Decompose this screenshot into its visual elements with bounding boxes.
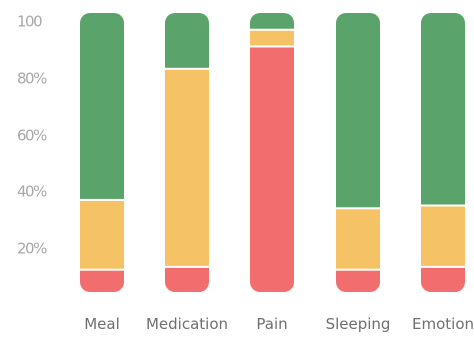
- segment-divider: [165, 67, 209, 70]
- bar-segment-emotion-0: [421, 266, 465, 292]
- segment-divider: [421, 265, 465, 268]
- y-axis: 100 80% 60% 40% 20%: [17, 13, 49, 258]
- x-tick-label-sleeping: Sleeping: [326, 315, 391, 333]
- bar-medication: [165, 13, 209, 292]
- x-axis: Meal Medication Pain Sleeping Emotion: [84, 315, 474, 333]
- bar-segment-emotion-1: [421, 205, 465, 267]
- bar-segment-sleeping-0: [336, 269, 380, 292]
- bar-segment-medication-0: [165, 266, 209, 292]
- x-tick-label-emotion: Emotion: [412, 315, 474, 333]
- x-tick-label-medication: Medication: [146, 315, 228, 333]
- bar-emotion: [421, 13, 465, 292]
- bars: [80, 13, 465, 292]
- bar-segment-meal-1: [80, 199, 124, 270]
- bar-segment-medication-1: [165, 68, 209, 267]
- y-tick-label: 100: [17, 13, 42, 31]
- segment-divider: [336, 207, 380, 210]
- bar-sleeping: [336, 13, 380, 292]
- y-tick-label: 60%: [17, 127, 47, 145]
- bar-segment-sleeping-1: [336, 208, 380, 270]
- segment-divider: [421, 204, 465, 207]
- segment-divider: [250, 45, 294, 48]
- bar-segment-meal-2: [80, 13, 124, 200]
- bar-segment-pain-1: [250, 29, 294, 47]
- segment-divider: [165, 265, 209, 268]
- x-tick-label-pain: Pain: [256, 315, 287, 333]
- segment-divider: [80, 268, 124, 271]
- bar-segment-pain-0: [250, 46, 294, 292]
- bar-segment-sleeping-2: [336, 13, 380, 209]
- bar-segment-pain-2: [250, 13, 294, 30]
- segment-divider: [80, 198, 124, 201]
- bar-segment-emotion-2: [421, 13, 465, 206]
- y-tick-label: 20%: [17, 240, 47, 258]
- segment-divider: [250, 28, 294, 31]
- bar-segment-medication-2: [165, 13, 209, 69]
- x-tick-label-meal: Meal: [84, 315, 120, 333]
- bar-pain: [250, 13, 294, 292]
- segment-divider: [336, 268, 380, 271]
- y-tick-label: 40%: [17, 183, 47, 201]
- y-tick-label: 80%: [17, 70, 47, 88]
- bar-segment-meal-0: [80, 269, 124, 292]
- bar-meal: [80, 13, 124, 292]
